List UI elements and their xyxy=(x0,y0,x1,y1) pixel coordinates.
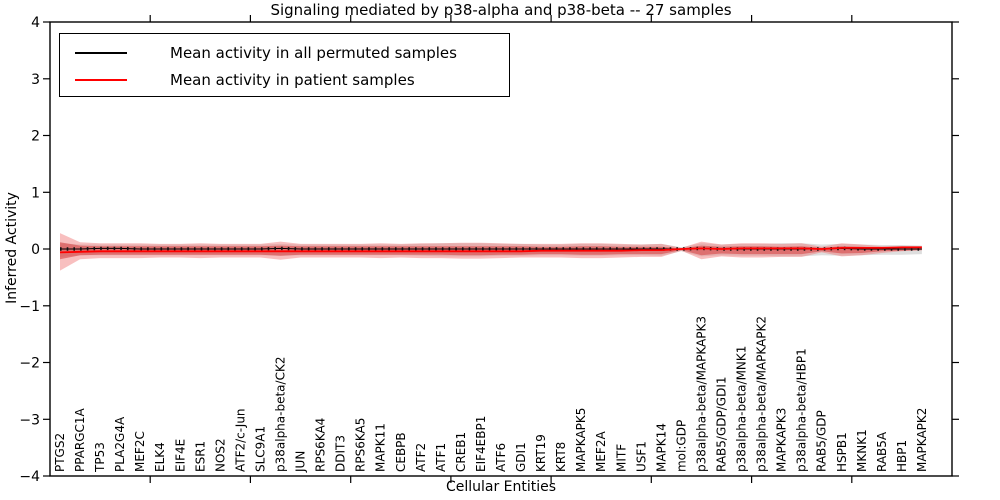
x-category-label: ELK4 xyxy=(153,442,167,472)
x-category-label: EIF4E xyxy=(173,439,187,472)
x-category-label: DDIT3 xyxy=(334,435,348,472)
x-category-label: RAB5/GDP xyxy=(815,410,829,472)
x-category-label: SLC9A1 xyxy=(253,426,267,472)
x-category-label: KRT19 xyxy=(534,434,548,472)
legend-item-permuted: Mean activity in all permuted samples xyxy=(60,39,509,66)
x-category-label: RPS6KA4 xyxy=(314,418,328,472)
x-category-label: MAPKAPK3 xyxy=(775,408,789,472)
x-category-label: KRT8 xyxy=(554,442,568,472)
x-category-label: p38alpha-beta/MAPKAPK3 xyxy=(694,316,708,472)
y-tick-label: 0 xyxy=(31,242,40,258)
y-tick-label: 1 xyxy=(31,185,40,201)
legend-label: Mean activity in patient samples xyxy=(170,70,415,89)
x-category-label: ESR1 xyxy=(193,441,207,472)
x-category-label: RAB5A xyxy=(875,431,889,472)
x-category-label: RPS6KA5 xyxy=(354,418,368,472)
x-category-label: PLA2G4A xyxy=(113,416,127,472)
y-tick-label: 4 xyxy=(31,15,40,31)
x-category-label: p38alpha-beta/CK2 xyxy=(274,357,288,472)
line-patient-mean xyxy=(59,246,922,254)
x-category-label: p38alpha-beta/MNK1 xyxy=(735,346,749,472)
x-category-label: CREB1 xyxy=(454,432,468,472)
x-category-label: ATF2/c-Jun xyxy=(233,408,247,472)
x-category-label: MKNK1 xyxy=(855,429,869,472)
x-category-label: PTGS2 xyxy=(53,433,67,472)
x-category-label: CEBPB xyxy=(394,432,408,472)
x-category-label: MAPKAPK5 xyxy=(574,408,588,472)
x-category-label: MAPK11 xyxy=(374,423,388,472)
x-axis-title: Cellular Entities xyxy=(445,479,557,495)
y-tick-label: −2 xyxy=(19,356,40,372)
x-category-label: TP53 xyxy=(93,442,107,473)
y-axis-title: Inferred Activity xyxy=(4,192,20,304)
legend-label: Mean activity in all permuted samples xyxy=(170,43,457,62)
x-category-label: ATF2 xyxy=(414,443,428,472)
y-tick-label: −1 xyxy=(19,299,40,315)
x-category-label: MEF2C xyxy=(133,431,147,472)
y-tick-label: 3 xyxy=(31,72,40,88)
x-category-label: RAB5/GDP/GDI1 xyxy=(714,376,728,472)
x-category-label: JUN xyxy=(294,451,308,473)
x-category-label: PPARGC1A xyxy=(73,407,87,472)
x-category-label: USF1 xyxy=(634,441,648,472)
chart-title: Signaling mediated by p38-alpha and p38-… xyxy=(270,1,732,19)
x-category-label: ATF6 xyxy=(494,443,508,472)
x-category-label: MITF xyxy=(614,444,628,472)
y-tick-label: −3 xyxy=(19,412,40,428)
x-category-label: GDI1 xyxy=(514,442,528,472)
x-category-label: p38alpha-beta/MAPKAPK2 xyxy=(755,316,769,472)
x-category-label: HSPB1 xyxy=(835,432,849,472)
x-category-label: MAPKAPK2 xyxy=(915,408,929,472)
x-category-label: HBP1 xyxy=(895,440,909,472)
x-category-label: NOS2 xyxy=(213,438,227,472)
y-tick-label: −4 xyxy=(19,469,40,485)
x-category-label: p38alpha-beta/HBP1 xyxy=(795,348,809,472)
legend: Mean activity in all permuted samples Me… xyxy=(59,33,510,97)
x-category-label: MAPK14 xyxy=(654,423,668,472)
x-category-label: EIF4EBP1 xyxy=(474,416,488,472)
x-category-label: ATF1 xyxy=(434,443,448,472)
legend-item-patient: Mean activity in patient samples xyxy=(60,66,509,93)
legend-line-sample-patient xyxy=(75,78,127,81)
legend-line-sample-permuted xyxy=(75,51,127,54)
x-category-label: mol:GDP xyxy=(674,420,688,472)
y-tick-label: 2 xyxy=(31,129,40,145)
x-category-label: MEF2A xyxy=(594,431,608,472)
